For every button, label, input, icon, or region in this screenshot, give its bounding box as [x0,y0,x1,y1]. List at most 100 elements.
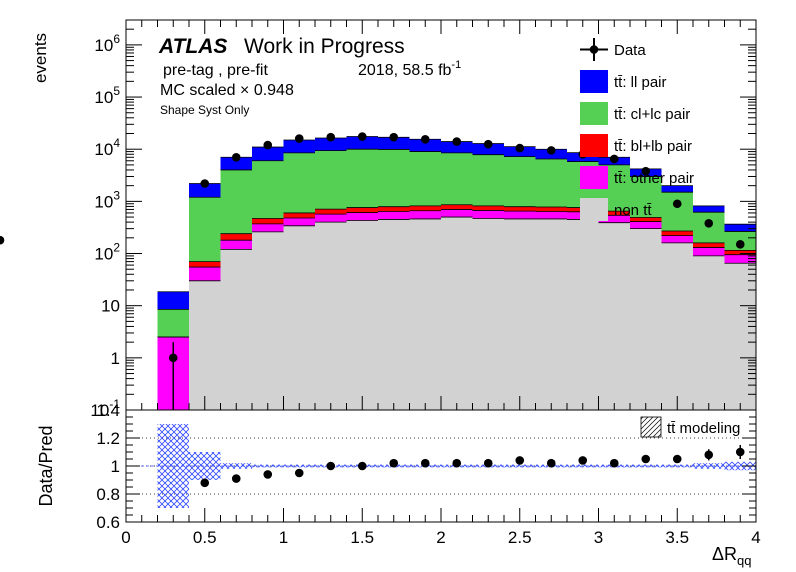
ratio-point [420,458,430,468]
lumi-label: 2018, 58.5 fb-1 [358,59,461,79]
x-tick-label: 0.5 [193,528,217,547]
bar-3-4 [283,152,315,213]
ratio-point [515,456,525,465]
bar-2-18 [724,250,756,255]
ratio-point [294,468,304,478]
ratio-y-tick-label: 1 [111,457,120,476]
data-points [0,132,745,410]
bar-3-9 [441,152,473,205]
series-outline-3 [157,148,756,310]
x-tick-label: 1.5 [350,528,374,547]
legend-swatch [580,70,608,93]
bar-3-12 [535,158,567,207]
bar-2-14 [598,211,630,216]
bar-1-11 [504,211,536,219]
bar-2-9 [441,204,473,210]
bar-1-16 [661,235,693,243]
bar-1-8 [409,210,441,219]
y-tick-label-base: 10 [94,140,113,159]
legend-label: non tt̄ [614,202,652,219]
atlas-label: ATLAS [158,35,227,58]
bar-1-7 [378,211,410,220]
bar-1-5 [315,214,347,223]
bar-2-8 [409,205,441,211]
bar-4-8 [409,139,441,152]
bar-1-2 [220,240,252,250]
legend-label: tt̄: bl+lb pair [614,138,692,155]
x-tick-label: 2.5 [508,528,532,547]
bar-0-13 [567,219,599,410]
bar-4-0 [157,291,189,310]
bar-2-10 [472,205,504,211]
bar-3-2 [220,169,252,234]
data-point [452,137,462,146]
y-tick-label: 105 [94,84,120,107]
bar-3-10 [472,154,504,206]
bar-0-17 [693,255,725,410]
ratio-y-tick-label: 1.4 [96,401,120,420]
bar-1-10 [472,210,504,219]
bar-1-17 [693,247,725,256]
bar-1-9 [441,209,473,218]
bar-4-9 [441,141,473,153]
legend-label: Data [614,42,646,59]
y-tick-label-exponent: 4 [113,136,120,150]
ratio-point [263,470,273,479]
ratio-point [483,458,493,468]
data-point [389,132,399,142]
ratio-point [735,447,745,457]
ratio-band-bin [283,464,315,468]
data-point [263,140,273,150]
bar-3-1 [189,197,221,262]
legend-swatch [580,102,608,125]
data-point [704,218,714,228]
syst-label: Shape Syst Only [160,103,249,117]
ratio-y-tick-label: 0.8 [96,485,120,504]
bar-2-11 [504,206,536,212]
bar-0-12 [535,218,567,410]
legend-swatch [580,198,608,221]
y-tick-label: 102 [94,241,120,264]
bar-1-6 [346,212,378,221]
bar-4-17 [693,205,725,213]
ratio-point [326,461,336,471]
ratio-points [200,445,745,488]
series-outline-2 [157,204,756,338]
y-tick-label-base: 10 [90,401,109,420]
ratio-band-bin [189,452,221,480]
data-point [546,146,556,155]
bar-0-4 [283,225,315,410]
legend-swatch [580,134,608,157]
bar-2-6 [346,207,378,213]
y-tick-label-base: 1 [111,349,120,368]
bar-0-5 [315,222,347,410]
legend-swatch [580,166,608,189]
x-tick-label: 1 [279,528,288,547]
bar-2-12 [535,206,567,212]
ratio-band-bin [504,464,536,468]
ratio-band-bin [724,461,756,471]
bar-0-9 [441,217,473,410]
y-tick-label-exponent: 3 [113,188,120,202]
ratio-y-axis: 0.6 0.8 1 1.2 1.4 [96,401,756,532]
bar-2-17 [693,242,725,248]
bar-0-16 [661,242,693,410]
x-tick-label: 0 [121,528,130,547]
ratio-uncertainty-band [126,424,756,508]
legend-data-marker [589,45,599,54]
bar-3-7 [378,149,410,207]
ratio-point [578,456,588,465]
data-point [641,166,651,176]
bar-1-15 [630,221,662,229]
data-point [326,132,336,142]
ratio-point [641,454,651,464]
bar-2-7 [378,206,410,212]
mc-scale-label: MC scaled × 0.948 [160,82,294,99]
x-tick-label: 3 [594,528,603,547]
legend: Data tt̄: ll pair tt̄: cl+lc pair tt̄: bl+l… [580,38,694,221]
bar-2-5 [315,209,347,215]
bar-0-8 [409,218,441,410]
y-tick-label-base: 10 [94,36,113,55]
data-point [168,353,178,363]
legend-label: tt̄: other pair [614,170,694,187]
